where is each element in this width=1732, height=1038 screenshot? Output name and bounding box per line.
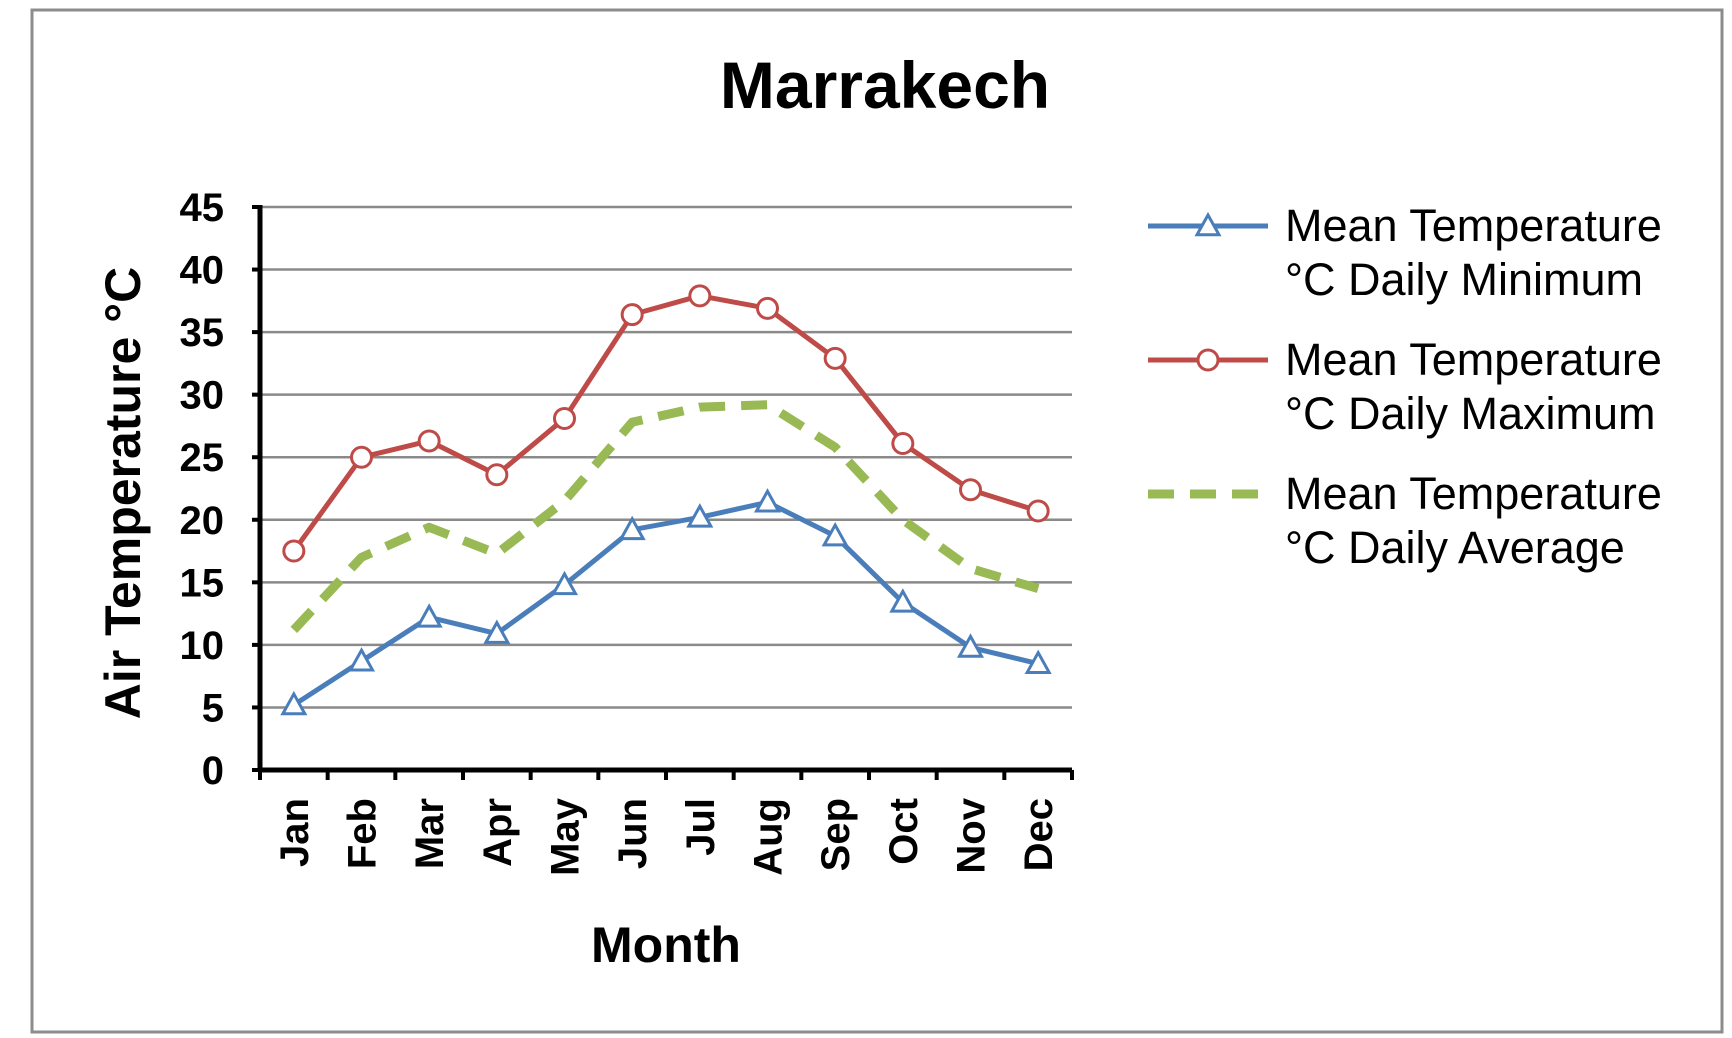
- x-tick-label: May: [544, 797, 588, 876]
- data-point: [889, 588, 917, 613]
- x-tick-label: Jun: [611, 798, 655, 869]
- x-tick-label: Feb: [341, 798, 385, 869]
- x-tick-label: Jul: [679, 798, 723, 856]
- y-tick-label: 15: [180, 561, 225, 605]
- data-point: [280, 690, 308, 716]
- legend-item: Mean Temperature°C Daily Minimum: [1148, 200, 1662, 305]
- data-point: [688, 284, 712, 308]
- x-axis-ticks: Jan Feb Mar Apr May Jun Jul Aug Sep Oct Nov Dec: [273, 797, 1061, 876]
- gridlines: [260, 205, 1072, 709]
- y-axis-title: Air Temperature °C: [95, 267, 151, 720]
- legend-marker: [1194, 211, 1222, 237]
- chart-title: Marrakech: [720, 48, 1050, 122]
- legend-item: Mean Temperature°C Daily Maximum: [1148, 334, 1662, 439]
- y-tick-label: 20: [180, 499, 225, 543]
- data-point: [553, 406, 576, 430]
- y-tick-label: 40: [180, 249, 225, 293]
- x-tick-label: Mar: [408, 798, 452, 869]
- data-point: [620, 303, 644, 327]
- y-tick-label: 35: [180, 311, 225, 355]
- x-tick-label: Aug: [747, 798, 791, 876]
- data-point: [550, 570, 579, 596]
- x-tick-label: Oct: [882, 798, 926, 865]
- legend-label: Mean Temperature: [1285, 468, 1662, 519]
- legend-label: °C Daily Average: [1285, 522, 1625, 573]
- data-point: [891, 431, 915, 455]
- legend-item: Mean Temperature°C Daily Average: [1148, 468, 1662, 573]
- legend-label: Mean Temperature: [1285, 334, 1662, 385]
- y-tick-label: 25: [180, 436, 225, 480]
- data-point: [485, 463, 509, 487]
- data-point: [959, 478, 982, 502]
- legend-label: °C Daily Maximum: [1285, 388, 1656, 439]
- x-tick-label: Apr: [476, 798, 520, 867]
- x-tick-label: Jan: [273, 798, 317, 867]
- y-tick-label: 0: [202, 749, 224, 793]
- data-point: [823, 346, 847, 370]
- data-point: [1024, 649, 1052, 674]
- data-point: [417, 429, 441, 453]
- data-point: [686, 503, 714, 528]
- x-axis-title: Month: [591, 917, 741, 973]
- data-point: [347, 647, 376, 672]
- x-tick-label: Nov: [950, 797, 994, 873]
- y-axis-ticks: 0 5 10 15 20 25 30 35 40 45: [180, 186, 225, 793]
- data-point: [618, 515, 646, 541]
- data-point: [956, 633, 985, 658]
- legend-label: Mean Temperature: [1285, 200, 1662, 251]
- y-tick-label: 30: [180, 374, 225, 418]
- y-tick-label: 45: [180, 186, 225, 230]
- series-line: [290, 400, 1040, 633]
- x-tick-label: Dec: [1017, 798, 1061, 871]
- data-point: [756, 296, 779, 320]
- data-point: [282, 539, 306, 563]
- series-line: [291, 293, 1039, 553]
- series-1: [282, 284, 1050, 563]
- legend-marker: [1196, 348, 1220, 372]
- data-point: [415, 603, 443, 628]
- y-tick-label: 10: [180, 624, 225, 668]
- data-point: [483, 619, 511, 644]
- y-tick-label: 5: [202, 686, 224, 730]
- data-point: [1026, 499, 1050, 523]
- legend-label: °C Daily Minimum: [1285, 254, 1643, 305]
- x-tick-label: Sep: [814, 798, 858, 871]
- data-point: [753, 488, 782, 513]
- series: [280, 284, 1052, 716]
- series-0: [280, 488, 1052, 716]
- axes: [252, 205, 1074, 780]
- data-point: [821, 521, 849, 547]
- series-2: [290, 400, 1040, 633]
- data-point: [350, 445, 373, 469]
